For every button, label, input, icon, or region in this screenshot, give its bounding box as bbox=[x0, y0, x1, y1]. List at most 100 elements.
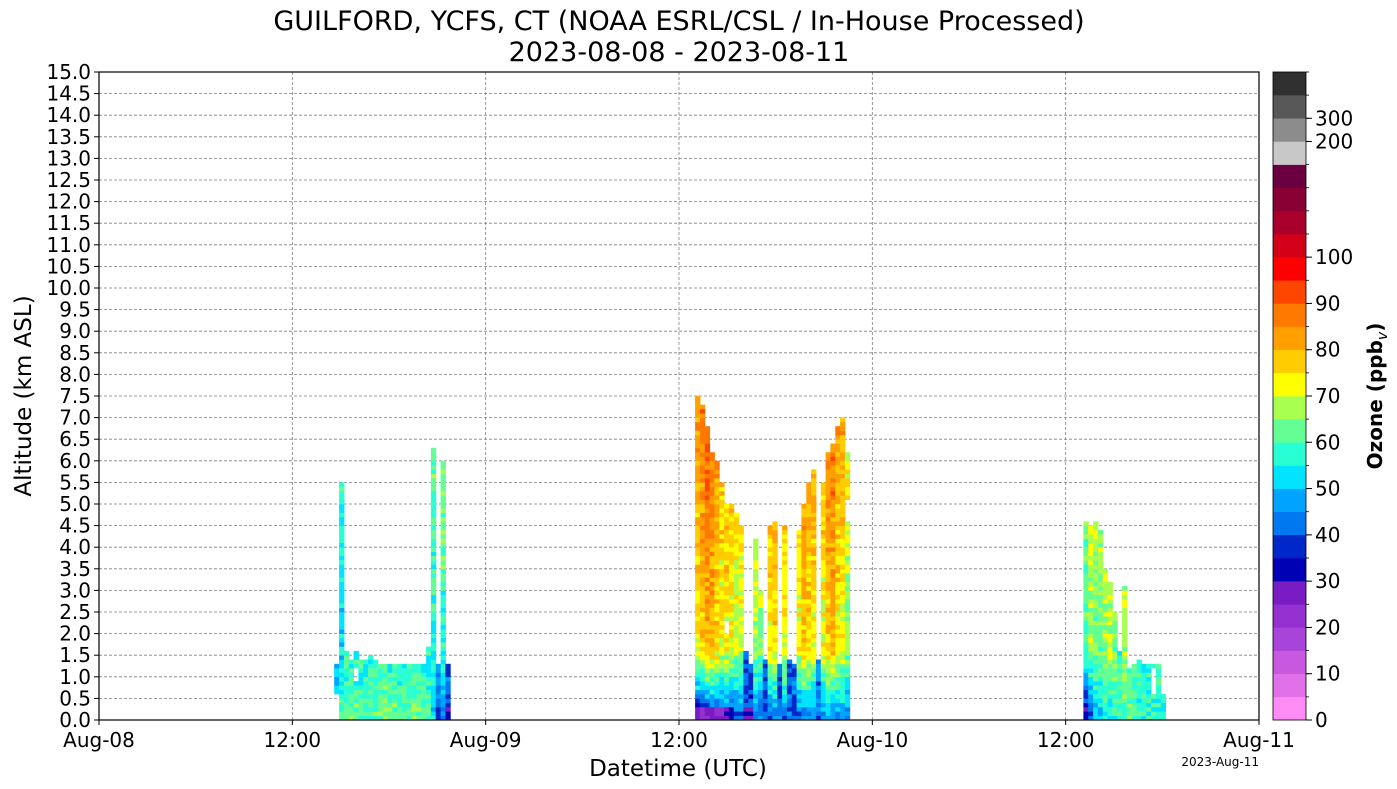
ozone-cell bbox=[840, 681, 846, 686]
ozone-cell bbox=[719, 642, 725, 647]
ozone-cell bbox=[1097, 655, 1104, 660]
ozone-cell bbox=[430, 625, 437, 630]
ozone-cell bbox=[387, 711, 393, 716]
ozone-cell bbox=[426, 707, 432, 712]
ozone-cell bbox=[440, 694, 446, 699]
ozone-cell bbox=[1117, 707, 1123, 712]
ozone-cell bbox=[767, 534, 773, 539]
colorbar-label-text: Ozone (ppb bbox=[1363, 340, 1387, 469]
ozone-cell bbox=[835, 465, 841, 470]
ozone-cell bbox=[368, 655, 374, 660]
ozone-cell bbox=[339, 577, 345, 582]
ozone-cell bbox=[840, 460, 846, 466]
ozone-cell bbox=[1102, 616, 1108, 621]
ozone-cell bbox=[835, 495, 841, 500]
ozone-cell bbox=[801, 577, 807, 582]
ozone-cell bbox=[406, 698, 412, 703]
ozone-cell bbox=[825, 486, 831, 492]
ozone-cell bbox=[709, 499, 715, 505]
ozone-cell bbox=[753, 715, 759, 721]
ozone-cell bbox=[724, 538, 730, 544]
ozone-cell bbox=[743, 655, 749, 660]
ozone-cell bbox=[387, 702, 393, 708]
ozone-cell bbox=[840, 694, 846, 699]
ozone-cell bbox=[699, 620, 706, 626]
ozone-cell bbox=[796, 681, 802, 686]
ozone-cell bbox=[840, 534, 846, 539]
ozone-cell bbox=[825, 685, 831, 690]
ozone-cell bbox=[767, 542, 773, 548]
ozone-cell bbox=[719, 668, 725, 673]
ozone-cell bbox=[738, 668, 744, 673]
ozone-cell bbox=[767, 603, 773, 608]
ozone-cell bbox=[840, 650, 846, 656]
ozone-cell bbox=[426, 698, 432, 703]
ozone-cell bbox=[1083, 603, 1089, 608]
ozone-cell bbox=[738, 590, 744, 595]
ozone-cell bbox=[748, 676, 754, 682]
ozone-cell bbox=[714, 521, 720, 526]
ozone-cell bbox=[704, 542, 711, 548]
ozone-cell bbox=[382, 707, 388, 712]
ozone-cell bbox=[724, 521, 730, 526]
ozone-cell bbox=[714, 465, 720, 470]
ozone-cell bbox=[786, 715, 793, 721]
ozone-cell bbox=[358, 707, 364, 712]
ozone-cell bbox=[440, 676, 446, 682]
ozone-cell bbox=[1107, 698, 1113, 703]
ozone-cell bbox=[1097, 711, 1104, 716]
ozone-cell bbox=[738, 629, 744, 634]
ozone-cell bbox=[830, 499, 836, 505]
ozone-cell bbox=[753, 581, 759, 587]
ozone-cell bbox=[728, 642, 735, 647]
ozone-cell bbox=[772, 685, 778, 690]
ozone-cell bbox=[695, 573, 701, 578]
ozone-cell bbox=[714, 672, 720, 678]
y-tick-label: 15.0 bbox=[46, 60, 91, 84]
ozone-cell bbox=[358, 711, 364, 716]
ozone-cell bbox=[796, 573, 802, 578]
ozone-cell bbox=[825, 676, 831, 682]
ozone-cell bbox=[714, 564, 720, 570]
ozone-cell bbox=[699, 702, 706, 708]
ozone-cell bbox=[1097, 637, 1104, 643]
ozone-cell bbox=[801, 581, 807, 587]
ozone-cell bbox=[1141, 663, 1147, 669]
ozone-cell bbox=[714, 607, 720, 613]
ozone-cell bbox=[796, 633, 802, 639]
ozone-cell bbox=[786, 685, 793, 690]
colorbar-segment bbox=[1273, 372, 1306, 397]
ozone-cell bbox=[363, 681, 369, 686]
ozone-cell bbox=[714, 711, 720, 716]
y-tick-label: 14.5 bbox=[46, 82, 91, 106]
ozone-cell bbox=[709, 711, 715, 716]
ozone-cell bbox=[695, 711, 701, 716]
colorbar-segment bbox=[1273, 419, 1306, 443]
ozone-cell bbox=[806, 612, 812, 617]
ozone-cell bbox=[757, 616, 764, 621]
ozone-cell bbox=[440, 616, 446, 621]
ozone-cell bbox=[844, 681, 851, 686]
ozone-cell bbox=[806, 676, 812, 682]
ozone-cell bbox=[1088, 529, 1094, 535]
ozone-cell bbox=[830, 676, 836, 682]
ozone-cell bbox=[368, 685, 374, 690]
ozone-cell bbox=[724, 525, 730, 531]
ozone-cell bbox=[753, 650, 759, 656]
ozone-cell bbox=[738, 525, 744, 531]
ozone-cell bbox=[777, 702, 783, 708]
ozone-cell bbox=[782, 616, 788, 621]
ozone-cell bbox=[825, 521, 831, 526]
ozone-cell bbox=[704, 676, 711, 682]
ozone-cell bbox=[719, 586, 725, 591]
ozone-cell bbox=[767, 625, 773, 630]
ozone-cell bbox=[368, 698, 374, 703]
ozone-cell bbox=[840, 560, 846, 565]
ozone-cell bbox=[820, 702, 827, 708]
ozone-cell bbox=[830, 668, 836, 673]
ozone-cell bbox=[1117, 659, 1123, 665]
ozone-cell bbox=[704, 452, 711, 457]
ozone-cell bbox=[339, 603, 345, 608]
ozone-cell bbox=[699, 694, 706, 699]
ozone-cell bbox=[830, 685, 836, 690]
